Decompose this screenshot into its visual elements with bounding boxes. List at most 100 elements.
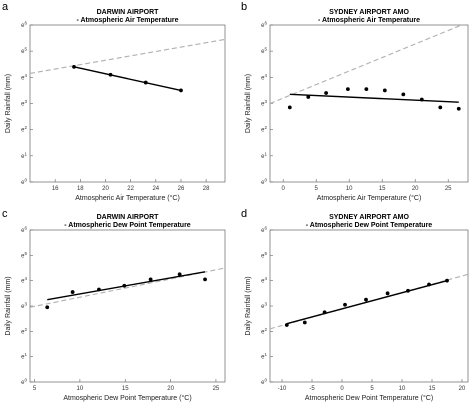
x-tick-label: 18 [77,186,84,192]
data-point [419,97,424,102]
x-axis-label: Atmospheric Air Temperature (°C) [75,194,180,202]
x-tick-label: -5 [309,386,315,392]
y-axis-label: Daily Rainfall (mm) [5,276,12,335]
reference-line [30,38,225,74]
x-tick-label: 20 [459,386,466,392]
fit-line [289,93,459,103]
x-tick-label: 5 [370,386,374,392]
panel-c: c DARWIN AIRPORT- Atmospheric Dew Point T… [2,208,226,402]
x-tick-label: -10 [278,386,287,392]
data-point [345,87,350,92]
x-tick-label: 16 [52,186,59,192]
data-point [445,278,449,283]
y-tick-label: e0 [21,178,27,187]
data-point [364,87,369,92]
panel-title: DARWIN AIRPORT [97,214,160,221]
y-tick-label: e2 [261,327,267,336]
y-tick-label: e2 [21,327,27,336]
x-tick-label: 5 [315,186,319,192]
panel-subtitle: - Atmospheric Air Temperature [318,17,420,24]
plot-frame [269,229,469,383]
y-tick-label: e1 [261,151,267,160]
panel-subtitle: - Atmospheric Dew Point Temperature [64,222,191,229]
x-tick-label: 15 [122,386,129,392]
y-tick-label: e3 [21,302,27,311]
x-tick-label: 28 [203,186,210,192]
y-tick-label: e3 [261,99,267,108]
y-tick-label: e0 [21,378,27,387]
data-point [70,290,75,294]
y-tick-label: e3 [21,99,27,108]
data-point [203,277,207,282]
fit-line [73,66,182,92]
x-tick-label: 20 [167,386,174,392]
y-tick-label: e3 [261,302,267,311]
reference-line [270,25,464,105]
y-tick-label: e5 [21,47,27,56]
x-tick-label: 15 [379,186,386,192]
panel-letter: d [241,208,247,220]
y-tick-label: e5 [261,47,267,56]
panel-letter: b [241,1,247,13]
data-point [406,288,410,293]
data-point [284,323,289,327]
data-point [287,105,292,110]
y-axis-label: Daily Rainfall (mm) [245,276,252,335]
data-point [302,320,307,325]
y-tick-label: e1 [21,151,27,160]
y-tick-label: e4 [21,276,27,285]
fit-line [286,279,448,325]
y-tick-label: e4 [21,73,27,82]
data-point [364,297,368,302]
plot-frame [29,229,226,383]
data-point [148,277,153,282]
data-point [385,291,390,296]
y-tick-label: e6 [261,226,267,235]
x-tick-label: 26 [178,186,185,192]
data-point [427,282,431,287]
panel-d: d SYDNEY AIRPORT AMO- Atmospheric Dew Poi… [241,208,469,402]
data-point [438,105,443,110]
panel-title: SYDNEY AIRPORT AMO [329,214,409,221]
data-point [306,95,311,99]
panel-subtitle: - Atmospheric Dew Point Temperature [306,222,433,229]
y-tick-label: e5 [21,251,27,260]
x-axis-label: Atmospheric Air Temperature (°C) [317,194,422,202]
data-point [143,80,148,85]
x-tick-label: 24 [152,186,159,192]
y-tick-label: e6 [21,21,27,30]
data-point [72,64,76,69]
y-tick-label: e1 [21,352,27,361]
data-point [45,305,50,310]
data-point [122,283,127,288]
plot-frame [29,24,226,183]
x-axis-label: Atmospheric Dew Point Temperature (°C) [305,394,433,402]
x-tick-label: 20 [412,186,419,192]
panel-letter: a [2,1,9,13]
y-tick-label: e0 [261,178,267,187]
y-tick-label: e4 [261,73,267,82]
y-tick-label: e1 [261,352,267,361]
data-point [97,287,101,292]
y-tick-label: e4 [261,276,267,285]
data-point [177,272,182,277]
y-tick-label: e2 [21,125,27,134]
y-tick-label: e6 [261,21,267,30]
x-tick-label: 0 [282,186,286,192]
data-point [108,72,113,77]
data-point [401,92,406,97]
panel-a: a DARWIN AIRPORT- Atmospheric Air Tempera… [2,1,226,202]
panel-title: DARWIN AIRPORT [97,9,160,16]
x-tick-label: 15 [429,386,436,392]
x-tick-label: 0 [340,386,344,392]
y-axis-label: Daily Rainfall (mm) [5,74,12,133]
x-axis-label: Atmospheric Dew Point Temperature (°C) [63,394,191,402]
y-tick-label: e2 [261,125,267,134]
panel-title: SYDNEY AIRPORT AMO [329,9,409,16]
x-tick-label: 5 [33,386,37,392]
data-point [179,88,183,93]
x-tick-label: 25 [445,186,452,192]
data-point [456,106,461,111]
data-point [324,91,328,95]
x-tick-label: 10 [399,386,406,392]
